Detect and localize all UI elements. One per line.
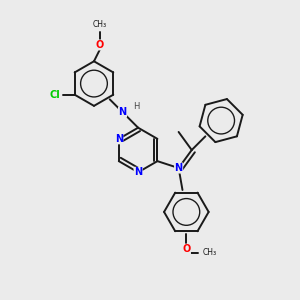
Text: H: H	[133, 102, 139, 111]
Text: O: O	[96, 40, 104, 50]
Text: Cl: Cl	[49, 90, 60, 100]
Text: CH₃: CH₃	[203, 248, 217, 257]
Text: N: N	[118, 107, 127, 117]
Text: N: N	[175, 163, 183, 173]
Text: O: O	[182, 244, 190, 254]
Text: CH₃: CH₃	[93, 20, 107, 28]
Text: N: N	[134, 167, 142, 177]
Text: N: N	[115, 134, 123, 144]
